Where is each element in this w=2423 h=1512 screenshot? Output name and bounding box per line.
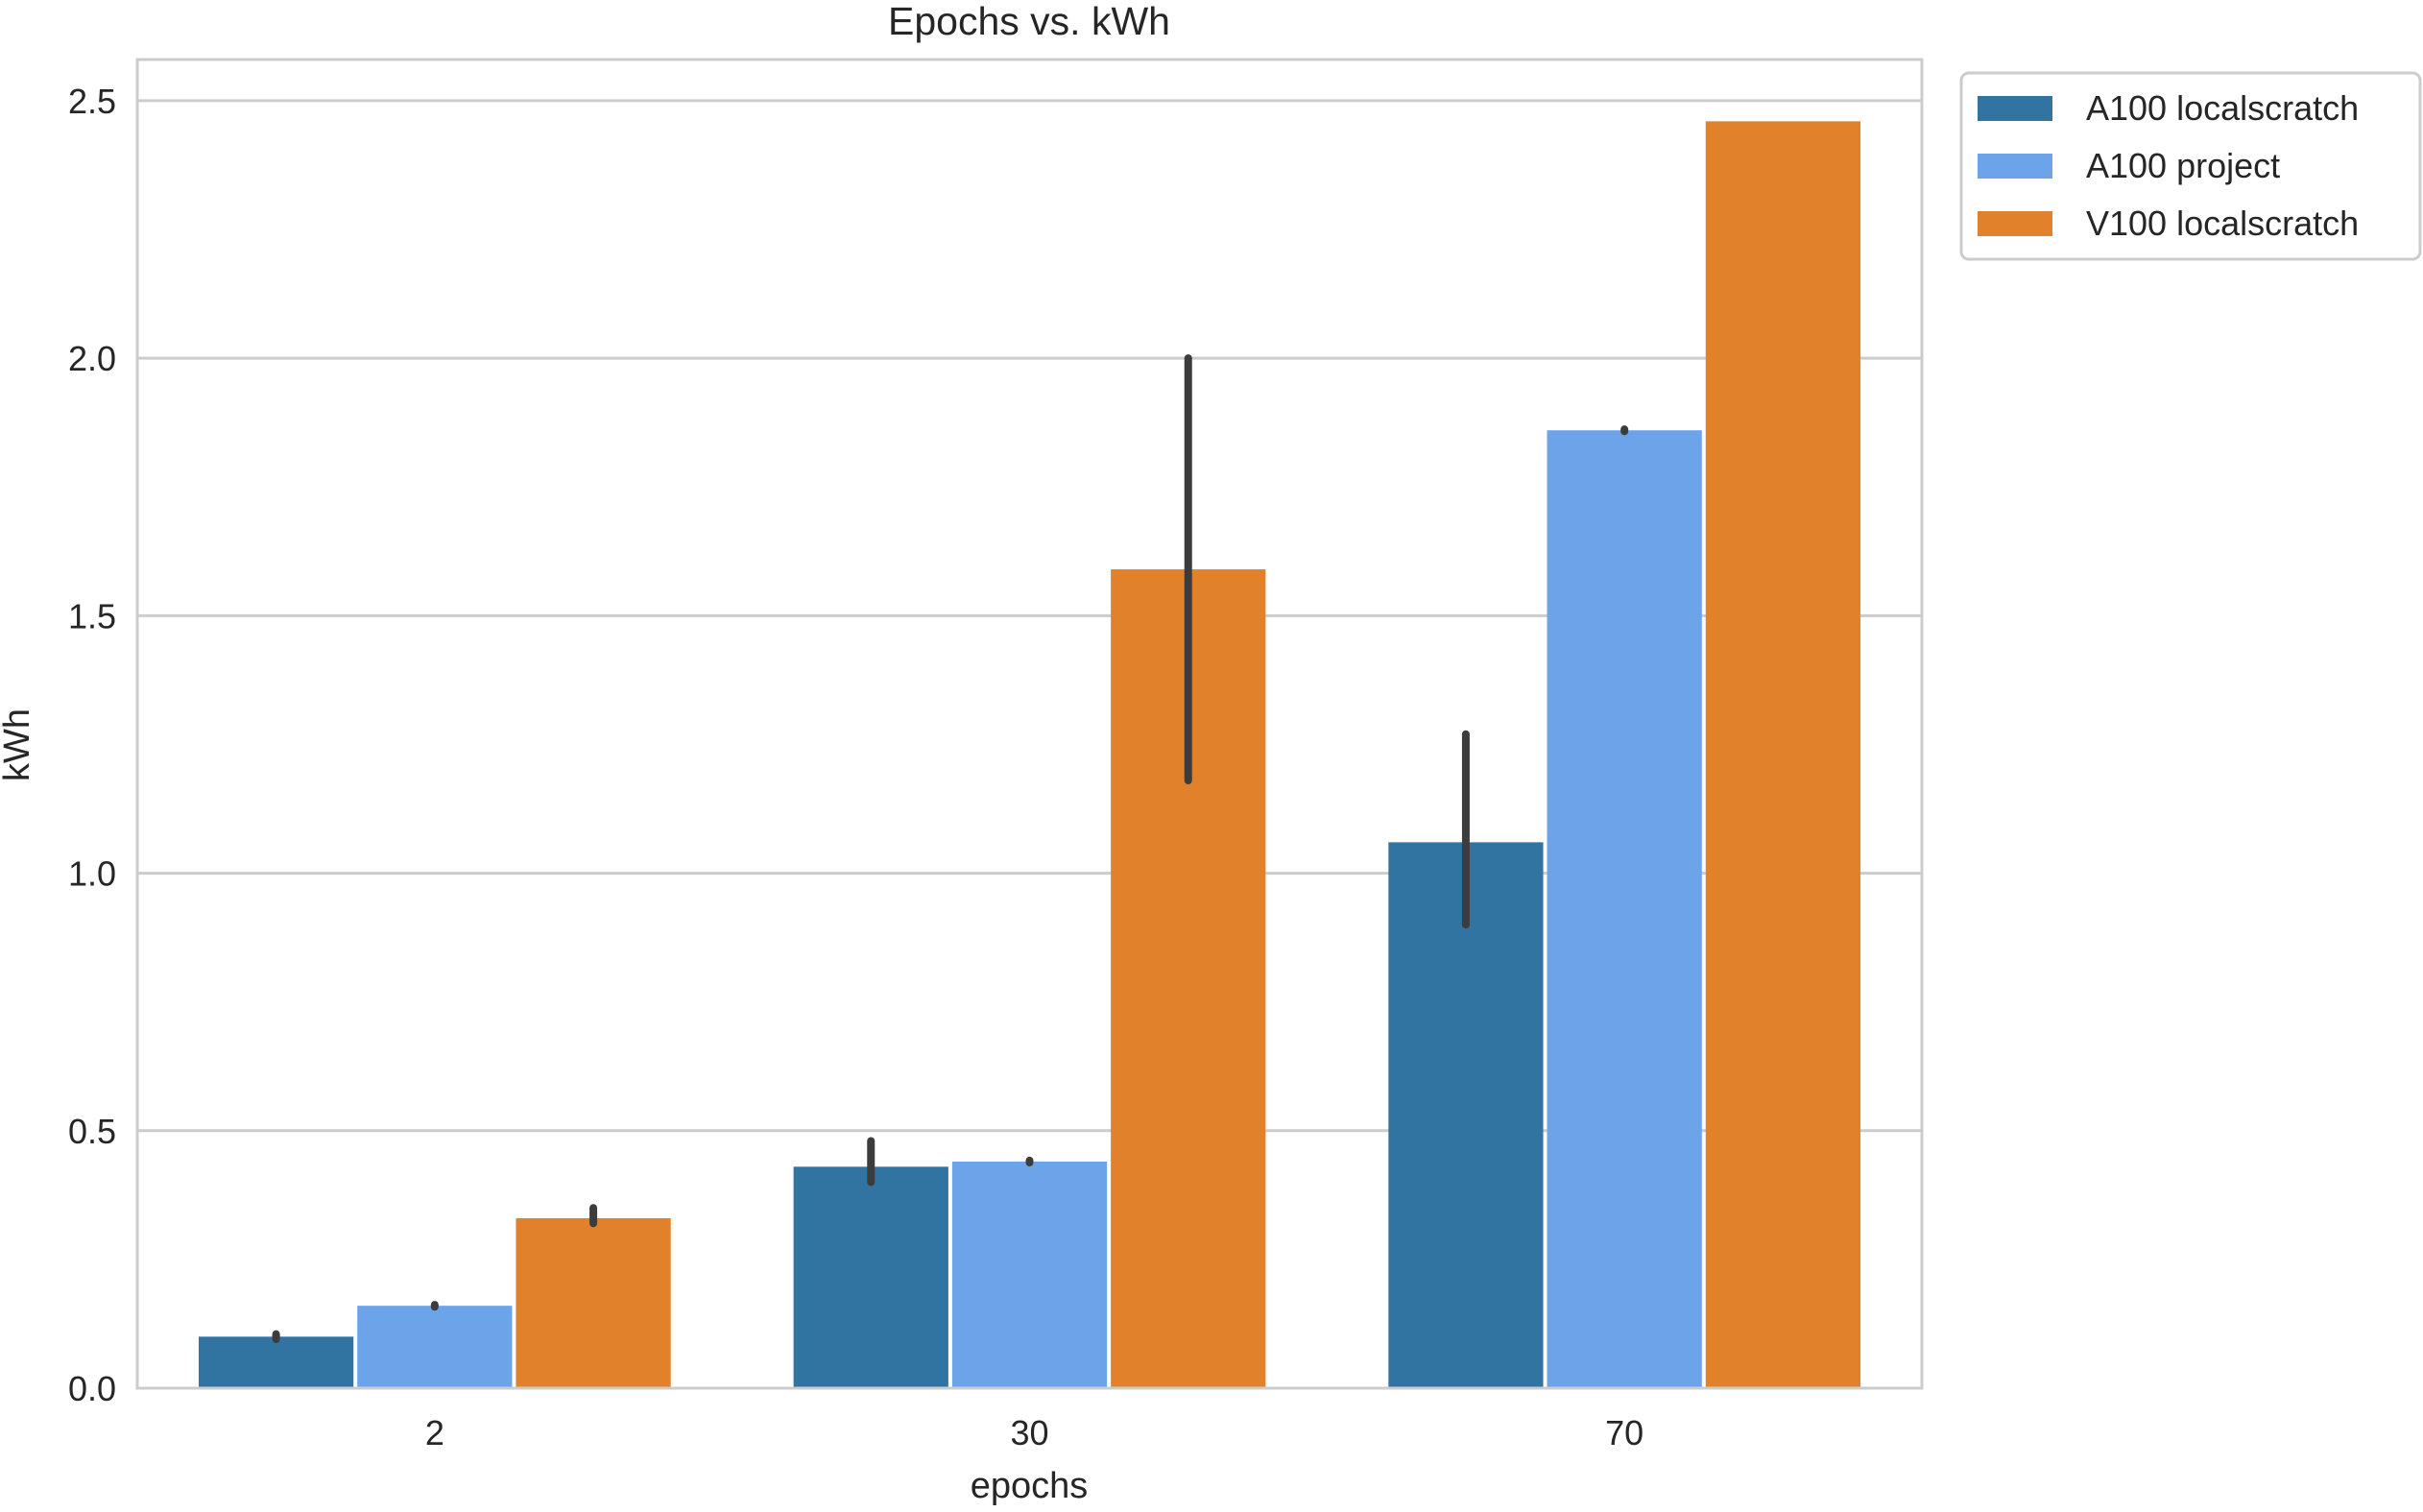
y-tick-label: 1.0 (68, 854, 116, 894)
legend-swatch (1978, 154, 2052, 179)
bar[interactable] (1388, 842, 1544, 1388)
chart-title: Epochs vs. kWh (888, 0, 1170, 43)
bar[interactable] (1705, 121, 1861, 1389)
x-tick-label: 70 (1605, 1413, 1643, 1452)
legend-label: V100 localscratch (2086, 204, 2359, 243)
y-tick-label: 0.5 (68, 1112, 116, 1151)
x-axis-label: epochs (971, 1466, 1089, 1506)
plot-frame (135, 58, 1924, 1390)
bar[interactable] (516, 1217, 671, 1388)
bar[interactable] (357, 1306, 513, 1388)
y-axis-label: kWh (0, 708, 37, 781)
y-tick-label: 2.0 (68, 339, 116, 378)
legend-swatch (1978, 96, 2052, 121)
bar[interactable] (793, 1166, 948, 1388)
y-tick-label: 1.5 (68, 596, 116, 636)
y-tick-label: 0.0 (68, 1369, 116, 1408)
legend-label: A100 localscratch (2086, 88, 2359, 128)
legend-swatch (1978, 211, 2052, 236)
x-tick-label: 2 (425, 1413, 444, 1452)
legend-box (1959, 71, 2422, 261)
bar[interactable] (951, 1161, 1108, 1388)
y-tick-label: 2.5 (68, 82, 116, 121)
bar[interactable] (198, 1336, 354, 1388)
x-tick-label: 30 (1010, 1413, 1048, 1452)
legend-label: A100 project (2086, 146, 2280, 185)
bar[interactable] (1547, 430, 1702, 1388)
